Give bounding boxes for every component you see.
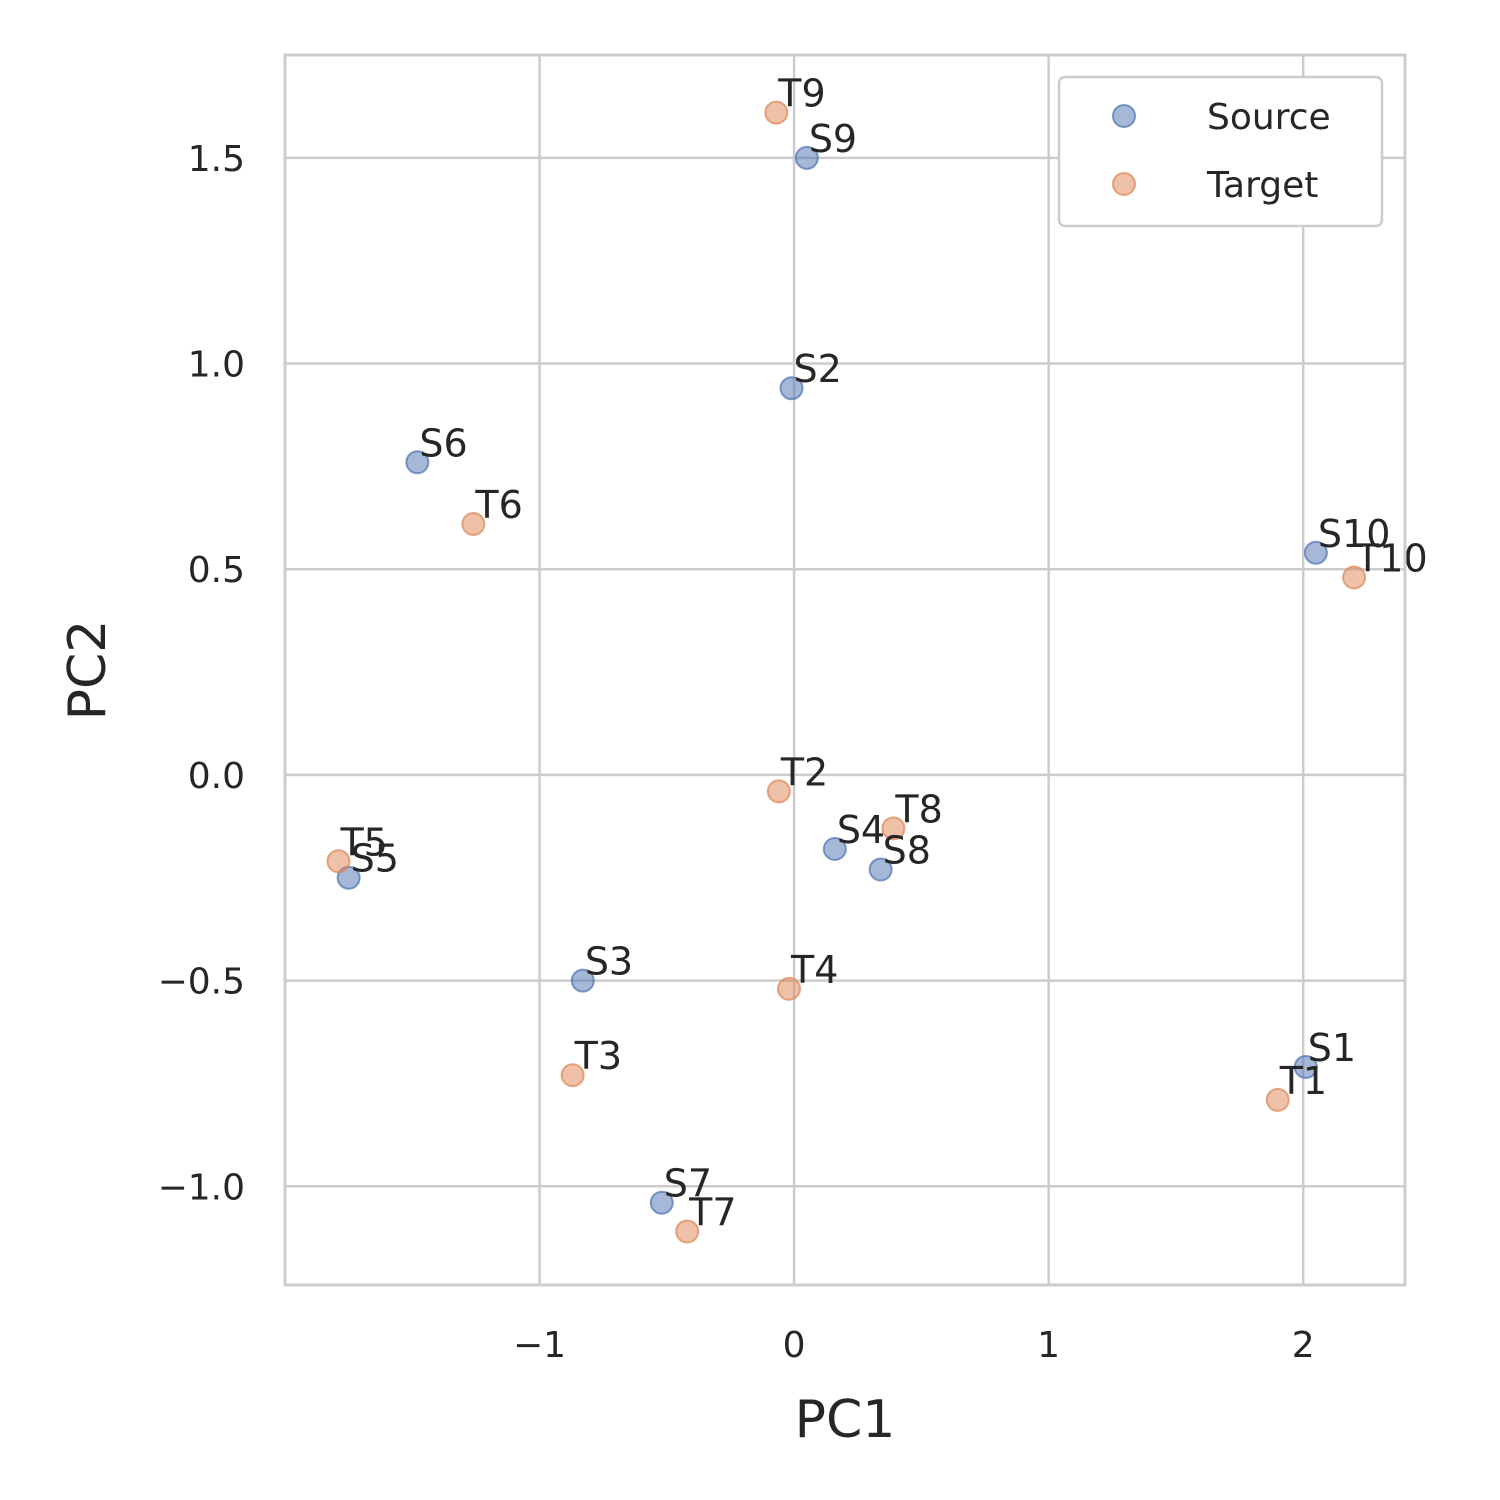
point-label-s1: S1 — [1308, 1026, 1356, 1070]
point-label-s10: S10 — [1318, 512, 1390, 556]
point-label-t7: T7 — [688, 1191, 736, 1235]
point-t2 — [766, 779, 791, 804]
point-label-t6: T6 — [474, 483, 522, 527]
x-axis-title: PC1 — [795, 1390, 896, 1450]
point-label-t8: T8 — [894, 787, 942, 831]
x-tick-label: 1 — [1037, 1325, 1060, 1366]
point-label-t1: T1 — [1279, 1059, 1327, 1103]
x-tick-label: 0 — [783, 1325, 806, 1366]
point-label-s8: S8 — [883, 829, 931, 873]
y-tick-label: 0.0 — [188, 756, 245, 797]
point-label-t5: T5 — [339, 820, 387, 864]
point-t3 — [560, 1063, 585, 1088]
plot-frame — [283, 53, 1407, 1287]
legend-box — [1057, 75, 1384, 228]
point-label-t10: T10 — [1355, 536, 1428, 580]
x-tick-label: 2 — [1292, 1325, 1315, 1366]
point-t4 — [777, 976, 801, 1001]
point-s3 — [570, 968, 595, 993]
point-label-s6: S6 — [419, 421, 467, 465]
legend-marker-target — [1112, 172, 1136, 196]
point-s10 — [1303, 540, 1328, 565]
point-label-s2: S2 — [794, 347, 842, 391]
y-tick-label: −0.5 — [158, 962, 245, 1003]
y-tick-label: 1.5 — [188, 139, 245, 180]
point-t10 — [1342, 565, 1367, 590]
point-t6 — [461, 511, 486, 536]
point-labels: S1 S2 S3 S4 S5 S6 S7 S8 S9 S10 T1 T2 T3 T4 T5 T6 T7 T8 T9 T… — [339, 72, 1427, 1235]
point-t8 — [881, 816, 906, 841]
point-t7 — [675, 1219, 700, 1244]
data-points — [326, 100, 1367, 1244]
legend: Source Target — [1057, 75, 1384, 228]
point-label-s7: S7 — [664, 1162, 712, 1206]
point-label-s9: S9 — [809, 117, 857, 161]
point-s7 — [649, 1190, 674, 1215]
point-s2 — [779, 376, 804, 401]
point-label-t4: T4 — [790, 948, 838, 992]
point-s1 — [1293, 1054, 1318, 1079]
point-label-t3: T3 — [574, 1034, 622, 1078]
y-tick-label: −1.0 — [158, 1167, 245, 1208]
point-t1 — [1265, 1087, 1290, 1112]
point-label-t2: T2 — [780, 750, 828, 794]
point-label-s3: S3 — [585, 940, 633, 984]
legend-label-target: Target — [1206, 165, 1318, 206]
legend-marker-source — [1112, 104, 1136, 128]
grid — [285, 55, 1405, 1285]
point-s4 — [822, 836, 847, 861]
point-s6 — [405, 450, 430, 475]
point-label-s4: S4 — [837, 808, 885, 852]
point-s8 — [868, 857, 893, 882]
point-s9 — [794, 145, 819, 170]
tick-labels: −1 0 1 2 −1.0 −0.5 0.0 0.5 1.0 1.5 — [158, 139, 1315, 1366]
legend-label-source: Source — [1207, 97, 1331, 138]
y-tick-label: 0.5 — [188, 550, 245, 591]
y-axis-title: PC2 — [58, 620, 118, 721]
point-t5 — [326, 849, 351, 874]
x-tick-label: −1 — [513, 1325, 566, 1366]
point-label-t9: T9 — [777, 72, 825, 116]
point-t9 — [764, 100, 789, 125]
y-tick-label: 1.0 — [188, 345, 245, 386]
point-label-s5: S5 — [351, 837, 399, 881]
